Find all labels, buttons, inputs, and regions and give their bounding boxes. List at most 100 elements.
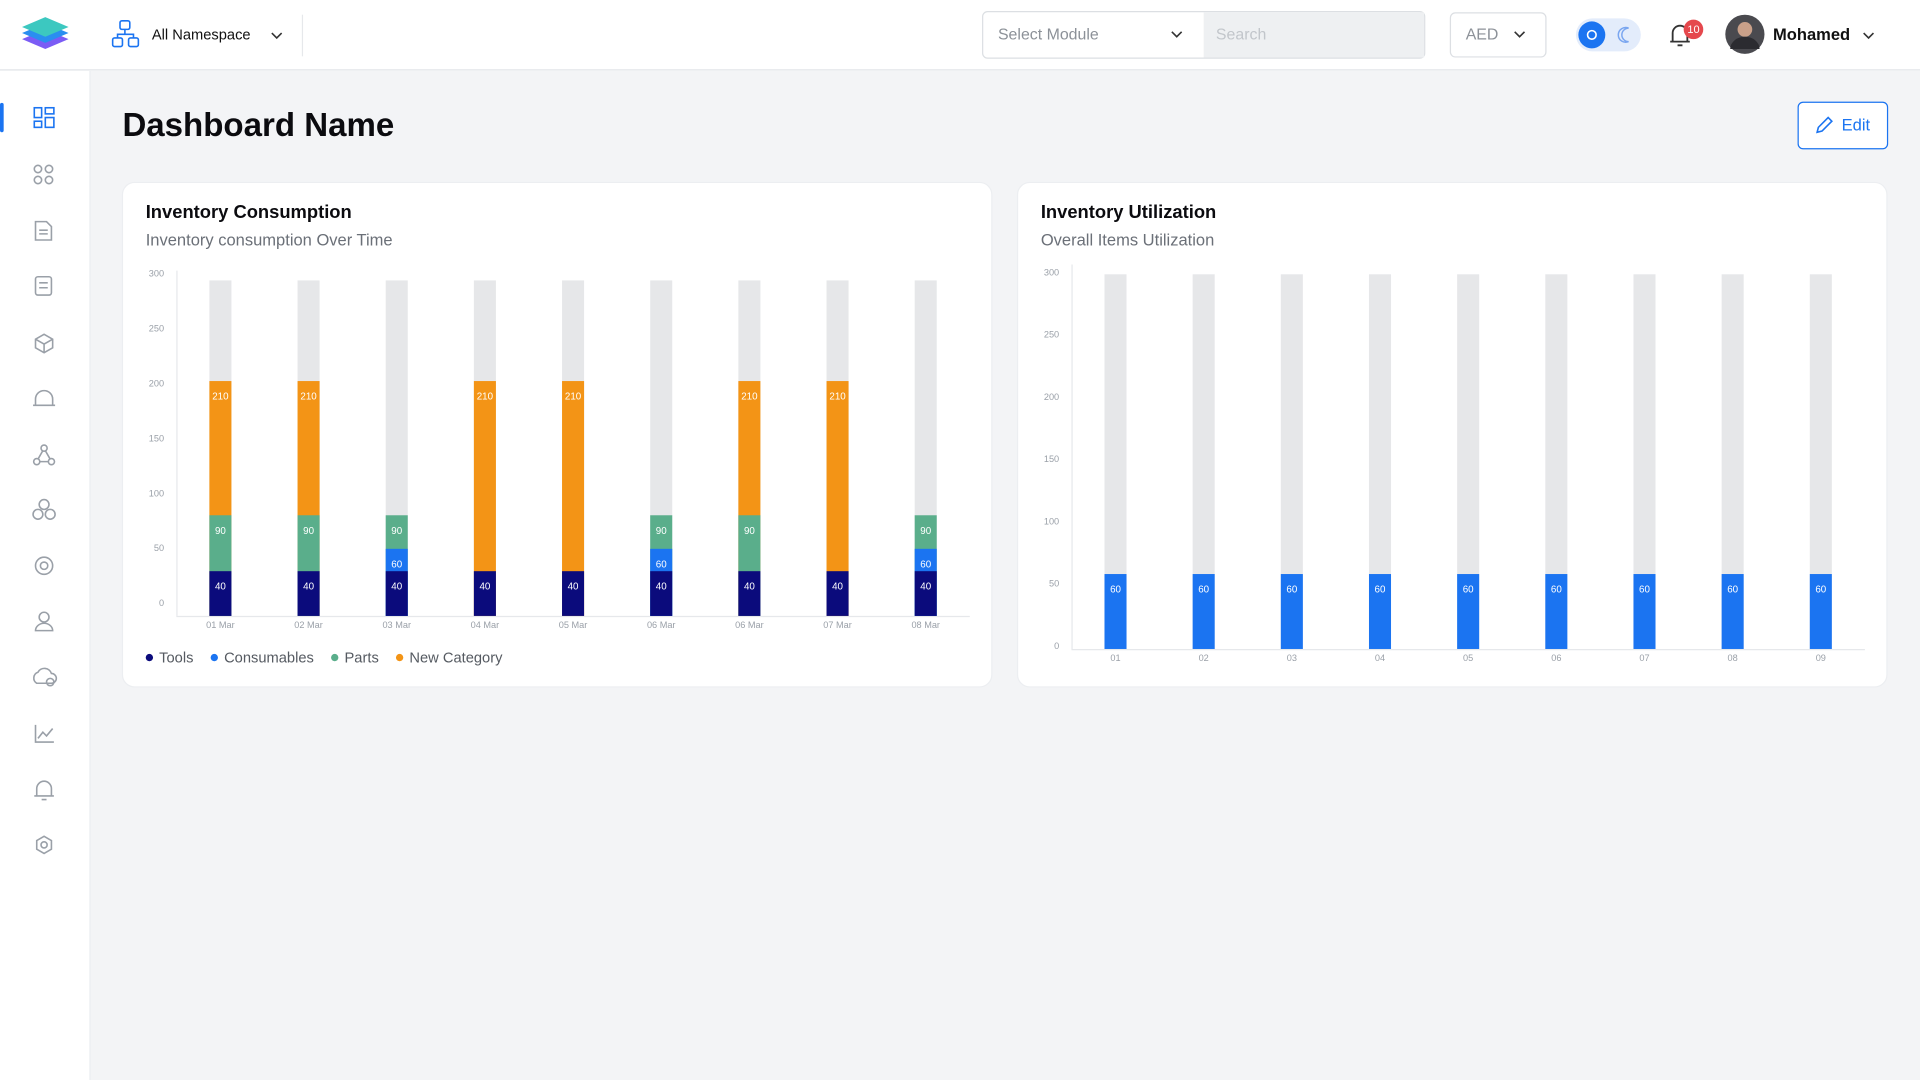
bar [1368, 574, 1392, 649]
data-label: 210 [477, 392, 494, 403]
chart-subtitle: Overall Items Utilization [1041, 231, 1214, 250]
logo [22, 17, 69, 49]
x-tick-label: 08 Mar [911, 620, 940, 630]
currency-select[interactable]: AED [1449, 12, 1547, 58]
card [121, 181, 993, 688]
bar [1633, 574, 1656, 649]
bar [1104, 574, 1127, 649]
x-tick-label: 07 Mar [823, 620, 852, 630]
search-input[interactable]: Search [1216, 27, 1266, 44]
data-label: 90 [215, 526, 226, 537]
bar-track [1545, 274, 1568, 649]
y-tick-label: 50 [154, 543, 164, 553]
bar [1721, 574, 1744, 649]
bar [1280, 574, 1303, 649]
notifications[interactable]: 10 [1670, 19, 1704, 47]
card [1016, 181, 1888, 688]
y-tick-label: 100 [1044, 516, 1059, 526]
bar-track [1633, 274, 1656, 649]
legend-marker [145, 653, 154, 662]
y-tick-label: 0 [1054, 641, 1059, 651]
legend-marker [331, 653, 339, 662]
x-tick-label: 05 [1463, 653, 1473, 663]
bar-track [1809, 274, 1832, 649]
bar-track [1368, 274, 1392, 649]
data-label: 60 [391, 559, 402, 570]
sidebar [0, 71, 90, 1080]
x-tick-label: 06 Mar [647, 620, 676, 630]
data-label: 40 [568, 582, 579, 593]
legend-marker [210, 653, 218, 662]
data-label: 90 [303, 526, 314, 537]
x-tick-label: 04 Mar [471, 620, 500, 630]
y-tick-label: 150 [149, 433, 164, 443]
x-tick-label: 06 Mar [735, 620, 764, 630]
x-tick-label: 06 [1551, 653, 1561, 663]
x-tick-label: 07 [1639, 653, 1649, 663]
data-label: 90 [391, 526, 402, 537]
data-label: 90 [744, 526, 755, 537]
data-label: 40 [479, 582, 490, 593]
legend-marker [395, 653, 404, 662]
bar [1809, 574, 1832, 649]
y-tick-label: 300 [1044, 267, 1059, 277]
chart: Inventory Utilization Overall Items Utili… [1041, 201, 1865, 663]
bar [826, 571, 849, 616]
edit-button[interactable]: Edit [1797, 101, 1889, 150]
chart-subtitle: Inventory consumption Over Time [146, 231, 393, 250]
bar [209, 571, 232, 616]
theme-toggle[interactable] [1575, 18, 1641, 52]
user-name: Mohamed [1773, 25, 1850, 44]
sidebar-icons[interactable] [32, 106, 58, 855]
data-label: 90 [920, 526, 931, 537]
bar [914, 571, 937, 616]
y-tick-label: 200 [1044, 392, 1059, 402]
page-title: Dashboard Name [122, 107, 394, 144]
bar-track [1457, 274, 1480, 649]
legend-label: Parts [345, 651, 379, 667]
bar [385, 571, 408, 616]
bar-track [1280, 274, 1303, 649]
x-tick-label: 03 Mar [382, 620, 411, 630]
bar [473, 381, 496, 616]
y-tick-label: 300 [149, 269, 164, 279]
data-label: 210 [829, 392, 846, 403]
bar [473, 571, 496, 616]
data-label: 60 [1198, 585, 1209, 596]
user-menu[interactable]: Mohamed [1725, 14, 1875, 54]
data-label: 40 [303, 582, 314, 593]
bar [826, 381, 849, 616]
bar [1545, 574, 1568, 649]
data-label: 60 [656, 559, 667, 570]
y-tick-label: 250 [1044, 330, 1059, 340]
bar [297, 571, 320, 616]
data-label: 60 [1815, 585, 1826, 596]
data-label: 60 [1110, 585, 1121, 596]
legend-label: New Category [409, 651, 503, 667]
x-tick-label: 01 Mar [206, 620, 235, 630]
x-tick-label: 02 [1199, 653, 1209, 663]
bar-track [1192, 274, 1215, 649]
x-tick-label: 02 Mar [294, 620, 323, 630]
data-label: 40 [832, 582, 843, 593]
namespace-selector[interactable]: All Namespace [111, 20, 283, 48]
legend-label: Consumables [224, 651, 314, 667]
y-tick-label: 100 [149, 488, 164, 498]
data-label: 40 [656, 582, 667, 593]
module-select[interactable]: Select Module [982, 11, 1426, 59]
data-label: 60 [1639, 585, 1650, 596]
edit-label: Edit [1842, 115, 1871, 134]
chart-title: Inventory Consumption [146, 201, 352, 222]
y-tick-label: 250 [149, 324, 164, 334]
x-tick-label: 05 Mar [559, 620, 588, 630]
data-label: 210 [300, 392, 317, 403]
x-tick-label: 08 [1728, 653, 1738, 663]
data-label: 210 [741, 392, 758, 403]
chart-title: Inventory Utilization [1041, 201, 1216, 222]
bar [738, 571, 761, 616]
x-tick-label: 09 [1816, 653, 1826, 663]
namespace-label: All Namespace [152, 27, 251, 43]
legend-label: Tools [159, 651, 193, 667]
